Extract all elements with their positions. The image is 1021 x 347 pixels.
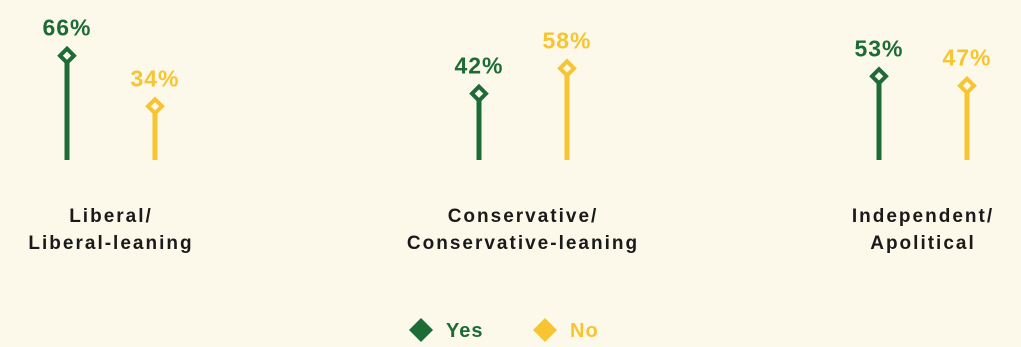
point-yes-0 bbox=[57, 45, 77, 66]
value-labels: 66% 34% 42% 58% 53% 47% bbox=[42, 15, 991, 92]
category-labels: Liberal/Liberal-leaning Conservative/Cons… bbox=[28, 206, 994, 254]
value-label-yes-1: 42% bbox=[454, 53, 503, 79]
legend-marker-yes bbox=[409, 318, 433, 342]
value-label-no-1: 58% bbox=[542, 27, 591, 53]
legend-label-no: No bbox=[570, 320, 599, 342]
value-label-yes-0: 66% bbox=[42, 15, 91, 41]
value-label-yes-2: 53% bbox=[854, 35, 903, 61]
category-label-1-0: Conservative/ bbox=[448, 206, 599, 227]
value-label-no-2: 47% bbox=[942, 45, 991, 71]
point-no-2 bbox=[957, 75, 977, 96]
lollipop-heads bbox=[57, 45, 977, 117]
legend-label-yes: Yes bbox=[446, 320, 483, 342]
legend-marker-no bbox=[533, 318, 557, 342]
category-label-0-0: Liberal/ bbox=[69, 206, 153, 227]
lollipop-stems bbox=[64, 62, 970, 160]
category-label-2-0: Independent/ bbox=[852, 206, 994, 227]
category-label-1-1: Conservative-leaning bbox=[407, 233, 639, 254]
legend: Yes No bbox=[409, 318, 599, 342]
point-no-1 bbox=[557, 58, 577, 79]
point-yes-1 bbox=[469, 83, 489, 104]
category-label-2-1: Apolitical bbox=[870, 233, 976, 254]
value-label-no-0: 34% bbox=[130, 65, 179, 91]
category-label-0-1: Liberal-leaning bbox=[28, 233, 193, 254]
point-no-0 bbox=[145, 96, 165, 117]
point-yes-2 bbox=[869, 66, 889, 87]
